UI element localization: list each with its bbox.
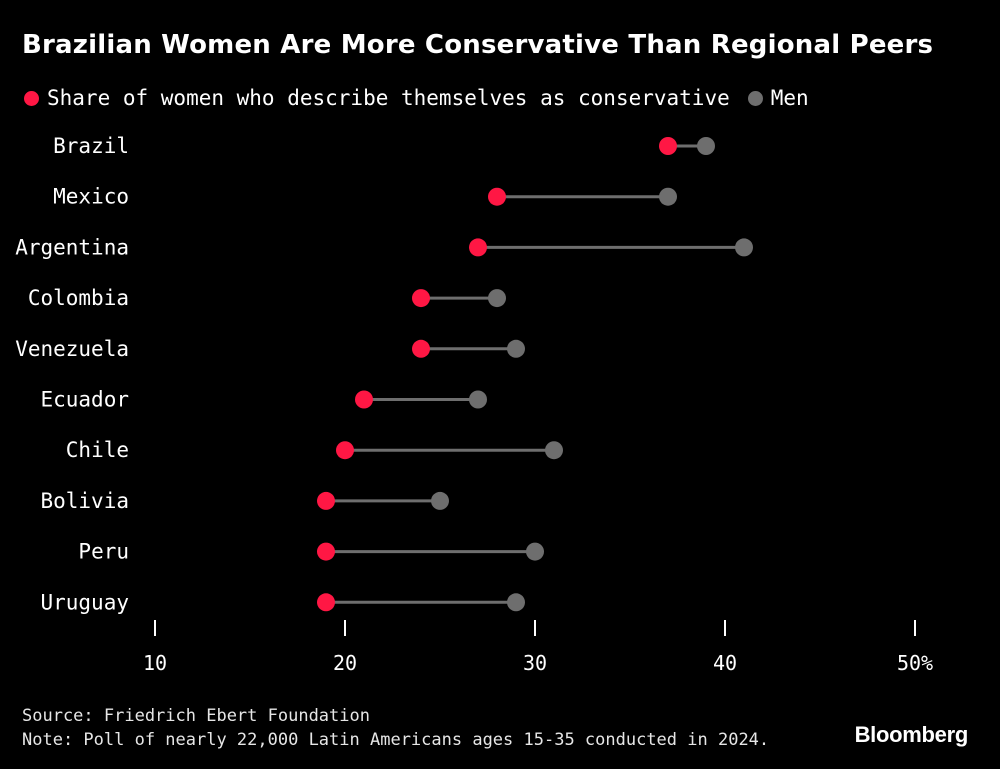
x-tick-label: 10	[143, 651, 167, 675]
women-point-uruguay	[317, 593, 335, 612]
legend-item-women: Share of women who describe themselves a…	[24, 86, 730, 110]
category-label-peru: Peru	[78, 540, 129, 564]
footer: Source: Friedrich Ebert Foundation Note:…	[22, 704, 769, 752]
legend-women-label: Share of women who describe themselves a…	[47, 86, 730, 110]
category-label-chile: Chile	[66, 438, 129, 462]
legend: Share of women who describe themselves a…	[24, 86, 809, 110]
legend-men-label: Men	[770, 86, 809, 110]
legend-women-marker	[24, 90, 39, 106]
men-point-brazil	[697, 137, 715, 155]
men-point-colombia	[488, 289, 506, 308]
men-point-venezuela	[507, 339, 525, 358]
source-note: Source: Friedrich Ebert Foundation	[22, 706, 370, 726]
women-point-bolivia	[317, 491, 335, 510]
women-point-mexico	[488, 187, 506, 206]
men-point-bolivia	[431, 491, 449, 510]
x-tick-label: 30	[523, 651, 547, 675]
legend-item-men: Men	[747, 86, 809, 110]
men-point-argentina	[735, 238, 753, 257]
women-point-peru	[317, 542, 335, 561]
men-point-mexico	[659, 187, 677, 206]
methodology-note: Note: Poll of nearly 22,000 Latin Americ…	[22, 730, 770, 750]
dumbbell-chart: Brazil Mexico Argentina Colombia Venezuela Ec…	[15, 134, 933, 675]
bloomberg-logo: Bloomberg	[854, 722, 969, 747]
category-label-brazil: Brazil	[53, 134, 129, 158]
category-label-mexico: Mexico	[53, 185, 129, 209]
category-label-colombia: Colombia	[28, 286, 129, 310]
category-label-uruguay: Uruguay	[40, 590, 129, 614]
men-point-chile	[545, 441, 563, 460]
category-label-venezuela: Venezuela	[15, 337, 129, 361]
women-point-brazil	[659, 137, 677, 155]
women-point-argentina	[469, 238, 487, 257]
x-tick-label: 20	[333, 651, 357, 675]
category-label-argentina: Argentina	[15, 235, 129, 259]
women-point-ecuador	[355, 390, 373, 409]
men-point-ecuador	[469, 390, 487, 409]
category-label-bolivia: Bolivia	[40, 489, 129, 513]
x-tick-label: 40	[713, 651, 737, 675]
chart-title: Brazilian Women Are More Conservative Th…	[22, 30, 934, 60]
men-point-peru	[526, 542, 544, 561]
category-label-ecuador: Ecuador	[40, 388, 129, 412]
women-point-chile	[336, 441, 354, 460]
legend-men-marker	[747, 90, 763, 106]
women-point-colombia	[412, 289, 430, 308]
men-point-uruguay	[507, 593, 525, 612]
x-tick-label: 50%	[897, 651, 933, 675]
women-point-venezuela	[412, 339, 430, 358]
